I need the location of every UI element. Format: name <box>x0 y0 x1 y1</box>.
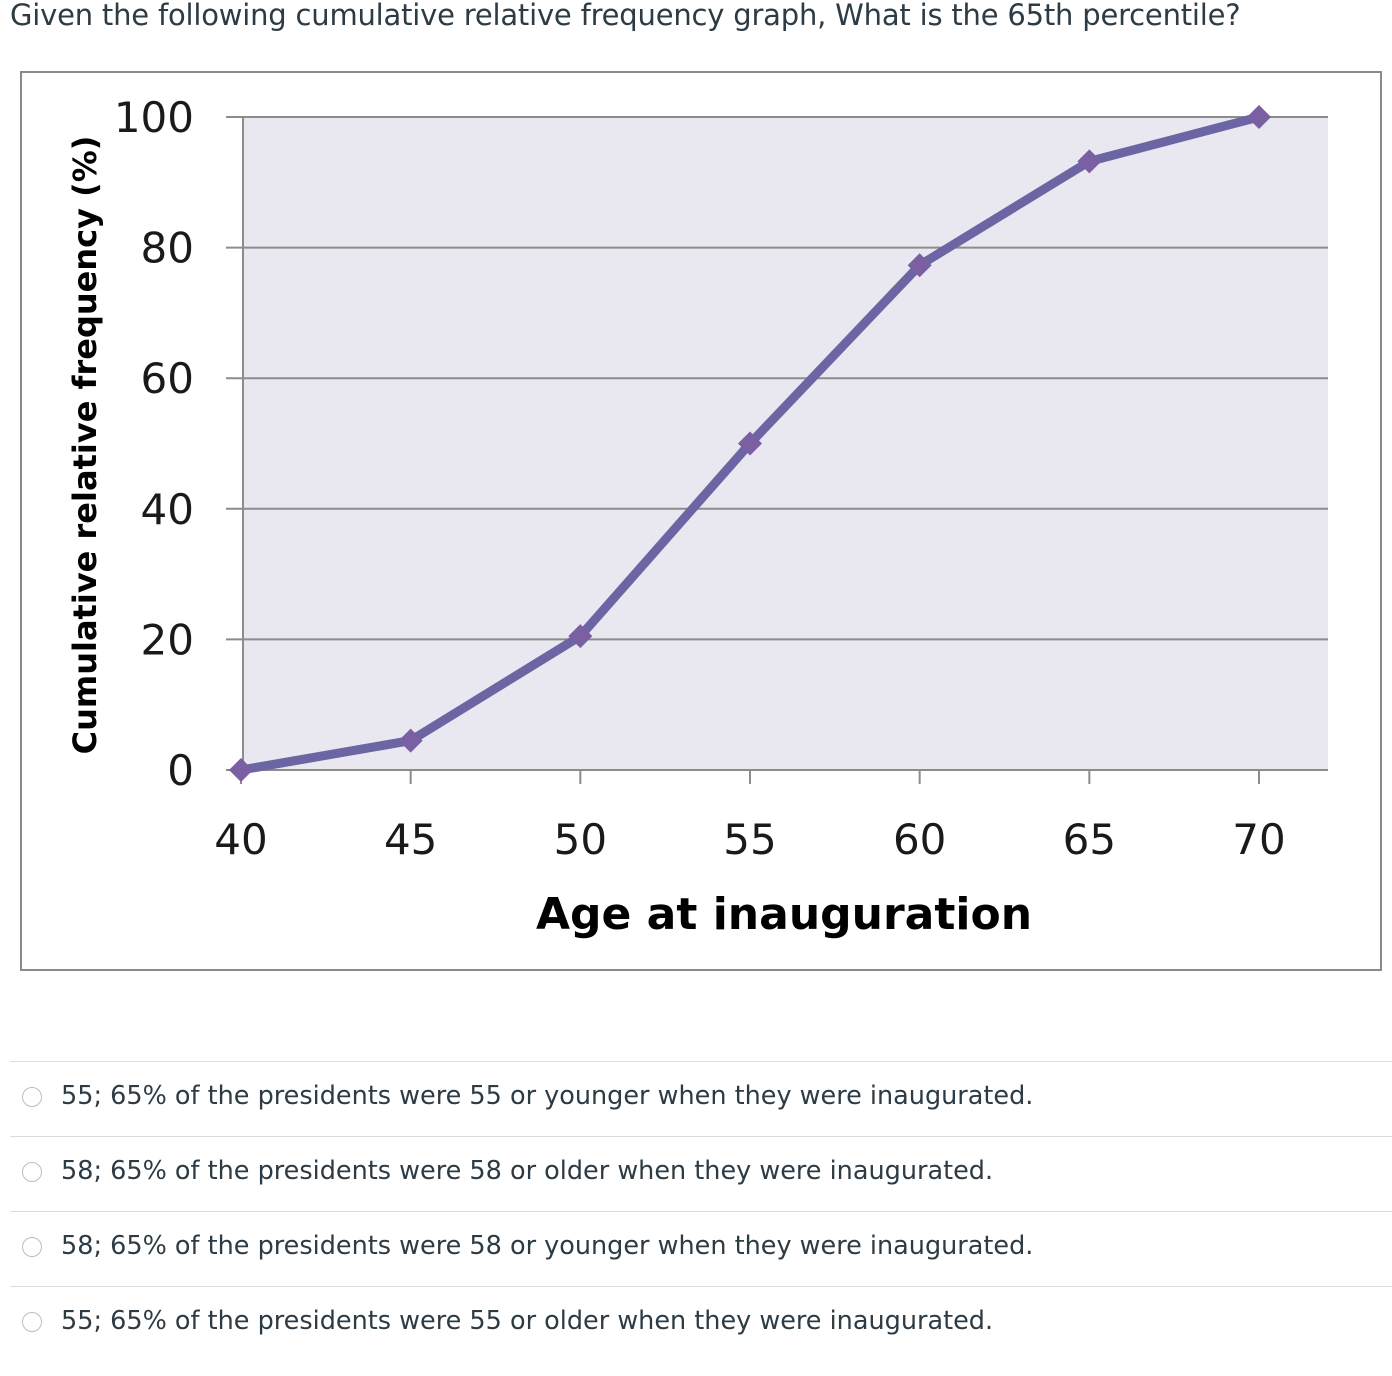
cumulative-frequency-chart: 0 20 40 60 80 100 40 45 50 55 60 65 70 Age at inaug… <box>66 93 1328 940</box>
x-tick-label: 65 <box>1063 815 1116 864</box>
x-tick-label: 70 <box>1232 815 1285 864</box>
radio-button[interactable] <box>22 1162 42 1182</box>
radio-button[interactable] <box>22 1312 42 1332</box>
answer-option-2[interactable]: 58; 65% of the presidents were 58 or old… <box>10 1136 1392 1211</box>
y-tick-label: 40 <box>141 485 194 534</box>
data-point-marker <box>568 624 593 649</box>
y-tick-label: 0 <box>167 746 194 795</box>
answer-list: 55; 65% of the presidents were 55 or you… <box>10 1061 1392 1361</box>
x-tick-label: 50 <box>554 815 607 864</box>
answer-label: 58; 65% of the presidents were 58 or you… <box>61 1231 1034 1261</box>
radio-button[interactable] <box>22 1237 42 1257</box>
answer-option-4[interactable]: 55; 65% of the presidents were 55 or old… <box>10 1286 1392 1361</box>
answer-option-3[interactable]: 58; 65% of the presidents were 58 or you… <box>10 1211 1392 1286</box>
answer-label: 55; 65% of the presidents were 55 or you… <box>61 1081 1034 1111</box>
y-tick-label: 60 <box>141 354 194 403</box>
answer-option-1[interactable]: 55; 65% of the presidents were 55 or you… <box>10 1061 1392 1136</box>
y-axis-title: Cumulative relative frequency (%) <box>66 136 104 755</box>
answer-label: 55; 65% of the presidents were 55 or old… <box>61 1306 994 1336</box>
x-tick-label: 55 <box>723 815 776 864</box>
answer-label: 58; 65% of the presidents were 58 or old… <box>61 1156 994 1186</box>
chart-frame: 0 20 40 60 80 100 40 45 50 55 60 65 70 Age at inaug… <box>20 71 1382 971</box>
x-tick-label: 40 <box>214 815 267 864</box>
y-tick-label: 20 <box>141 615 194 664</box>
question-text: Given the following cumulative relative … <box>10 0 1241 32</box>
x-axis-title: Age at inauguration <box>536 889 1032 940</box>
data-point-marker <box>229 758 253 782</box>
x-tick-label: 60 <box>893 815 946 864</box>
data-point-marker <box>907 253 932 278</box>
y-tick-label: 100 <box>114 93 194 142</box>
data-point-marker <box>738 431 762 456</box>
plot-area <box>243 117 1328 770</box>
radio-button[interactable] <box>22 1087 42 1107</box>
data-point-marker <box>1077 149 1102 174</box>
x-tick-label: 45 <box>384 815 437 864</box>
y-tick-label: 80 <box>141 224 194 273</box>
data-point-marker <box>1247 105 1271 129</box>
data-point-marker <box>398 728 423 753</box>
